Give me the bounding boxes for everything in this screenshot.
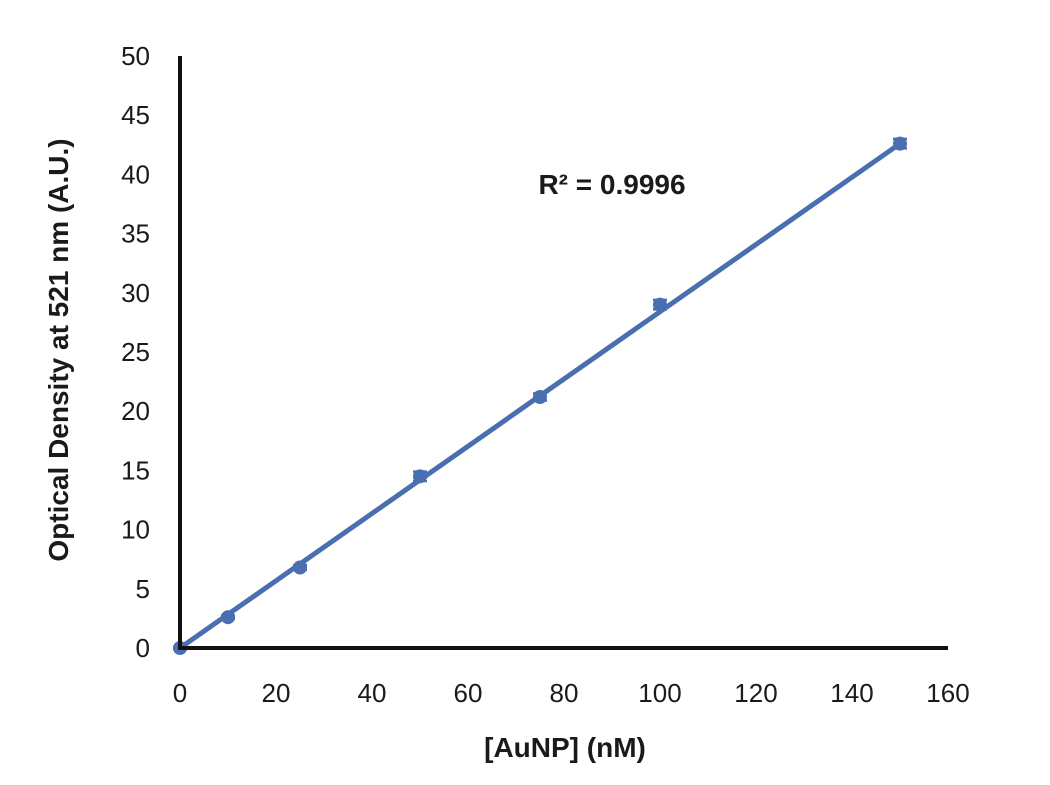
data-marker	[413, 469, 427, 484]
data-marker	[221, 610, 235, 625]
y-tick-label: 0	[136, 633, 150, 663]
y-tick-label: 40	[121, 159, 150, 189]
plot-area	[173, 136, 907, 655]
r-squared-annotation: R² = 0.9996	[538, 169, 685, 200]
axes	[178, 56, 948, 650]
x-tick-label: 100	[638, 678, 681, 708]
data-point	[893, 136, 907, 151]
y-tick-labels: 0 5 10 15 20 25 30 35 40 45 50	[121, 41, 150, 663]
y-axis-title: Optical Density at 521 nm (A.U.)	[43, 138, 74, 561]
y-tick-label: 10	[121, 515, 150, 545]
x-tick-label: 20	[262, 678, 291, 708]
x-tick-label: 40	[358, 678, 387, 708]
x-tick-label: 120	[734, 678, 777, 708]
data-marker	[653, 297, 667, 312]
y-tick-label: 15	[121, 455, 150, 485]
y-tick-label: 20	[121, 396, 150, 426]
y-tick-label: 50	[121, 41, 150, 71]
data-point	[653, 297, 667, 312]
x-tick-label: 60	[454, 678, 483, 708]
x-tick-label: 140	[830, 678, 873, 708]
x-tick-label: 160	[926, 678, 969, 708]
x-tick-label: 0	[173, 678, 187, 708]
data-marker	[293, 560, 307, 575]
y-tick-label: 30	[121, 278, 150, 308]
data-marker	[533, 389, 547, 404]
x-tick-labels: 0 20 40 60 80 100 120 140 160	[173, 678, 970, 708]
y-tick-label: 35	[121, 219, 150, 249]
data-point	[293, 560, 307, 575]
data-point	[533, 389, 547, 404]
data-point	[413, 469, 427, 484]
data-marker	[893, 136, 907, 151]
x-tick-label: 80	[550, 678, 579, 708]
y-tick-label: 25	[121, 337, 150, 367]
x-axis-title: [AuNP] (nM)	[484, 732, 646, 763]
y-tick-label: 45	[121, 100, 150, 130]
data-point	[221, 610, 235, 625]
y-tick-label: 5	[136, 574, 150, 604]
